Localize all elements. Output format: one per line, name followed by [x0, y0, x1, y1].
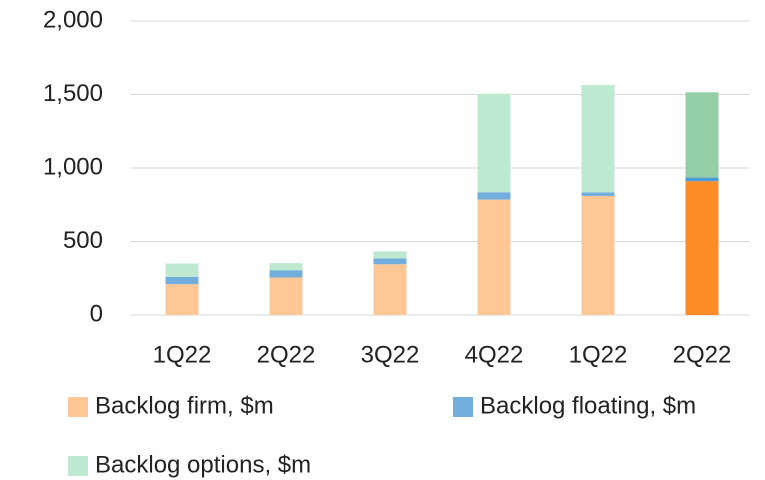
x-tick-label: 3Q22 — [361, 341, 420, 368]
bar-segment — [269, 270, 303, 278]
legend-label: Backlog options, $m — [95, 451, 311, 478]
y-tick-label: 2,000 — [43, 6, 103, 33]
x-tick-label: 2Q22 — [257, 341, 316, 368]
bar-segment — [165, 284, 199, 315]
bar-segment — [477, 93, 511, 193]
legend-label: Backlog firm, $m — [95, 392, 274, 419]
y-tick-label: 500 — [63, 227, 103, 254]
bar-segment — [685, 92, 719, 178]
bar-segment — [373, 264, 407, 315]
bar-segment — [269, 263, 303, 271]
x-tick-label: 1Q22 — [153, 341, 212, 368]
legend-swatch — [68, 397, 88, 417]
bar-segment — [685, 181, 719, 315]
y-tick-label: 1,500 — [43, 80, 103, 107]
legend-swatch — [453, 397, 473, 417]
bar-segment — [685, 177, 719, 182]
bar-segment — [269, 277, 303, 315]
y-tick-label: 0 — [90, 300, 103, 327]
bar-segment — [581, 84, 615, 193]
bar-segment — [581, 195, 615, 315]
bar-segment — [477, 199, 511, 315]
bar-segment — [373, 251, 407, 259]
legend-swatch — [68, 456, 88, 476]
bar-segment — [165, 263, 199, 277]
legend-label: Backlog floating, $m — [480, 392, 696, 419]
bar-segment — [581, 192, 615, 196]
bar-segment — [477, 192, 511, 200]
bar-segment — [373, 258, 407, 265]
x-tick-label: 4Q22 — [465, 341, 524, 368]
x-tick-label: 2Q22 — [673, 341, 732, 368]
bar-segment — [165, 276, 199, 285]
x-tick-label: 1Q22 — [569, 341, 628, 368]
y-tick-label: 1,000 — [43, 153, 103, 180]
